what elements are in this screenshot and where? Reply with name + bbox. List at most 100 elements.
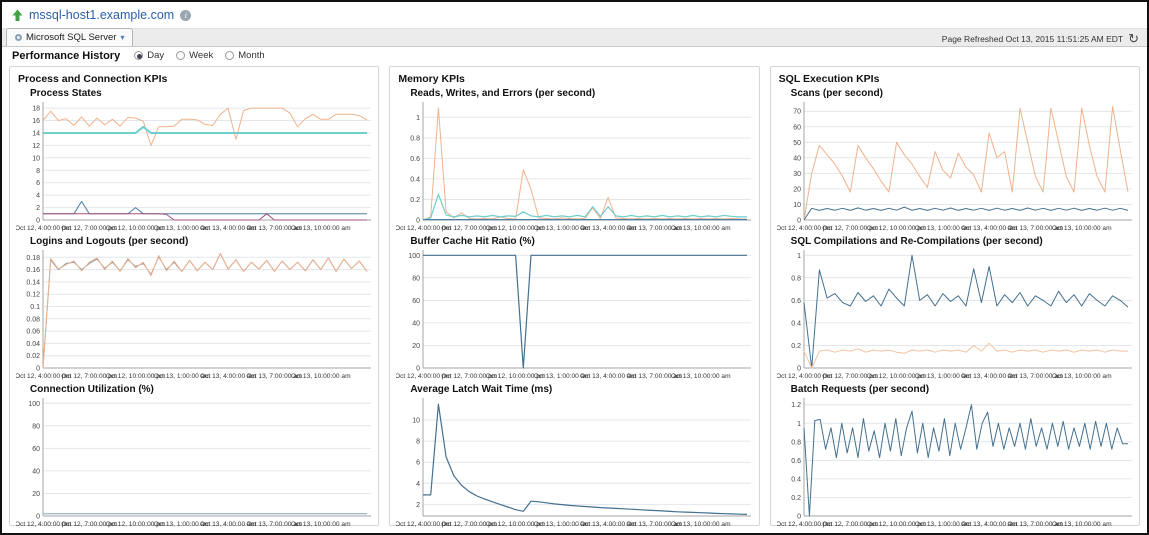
- chart-canvas[interactable]: 0 2 4 6 8 10 12 14 16 18 Oct 12, 4:00:00 pm Oct 12,…: [15, 100, 372, 233]
- svg-text:Oct 12, 4:00:00 pm: Oct 12, 4:00:00 pm: [16, 373, 72, 380]
- svg-text:Oct 12, 4:00:00 pm: Oct 12, 4:00:00 pm: [777, 521, 833, 528]
- chart-title: Reads, Writes, and Errors (per second): [410, 88, 596, 99]
- svg-text:2: 2: [416, 502, 420, 509]
- svg-text:Oct 13, 4:00:00 am: Oct 13, 4:00:00 am: [961, 225, 1018, 232]
- chart-logins-logouts: Logins and Logouts (per second) 0 0.02 0.0…: [15, 236, 372, 381]
- radio-day-label: Day: [147, 50, 165, 61]
- svg-text:Oct 13, 4:00:00 am: Oct 13, 4:00:00 am: [200, 521, 257, 528]
- svg-text:Oct 13, 1:00:00 am: Oct 13, 1:00:00 am: [154, 521, 211, 528]
- svg-text:0: 0: [797, 218, 801, 225]
- chart-title: Scans (per second): [790, 88, 883, 99]
- svg-text:Oct 13, 7:00:00 am: Oct 13, 7:00:00 am: [1007, 373, 1064, 380]
- chart-canvas[interactable]: 0 10 20 30 40 50 60 70 Oct 12, 4:00:00 pm Oct 12,…: [776, 100, 1133, 233]
- charts-area: Process and Connection KPIs Process Stat…: [2, 64, 1147, 529]
- svg-text:1: 1: [797, 421, 801, 428]
- svg-text:0: 0: [416, 366, 420, 373]
- svg-text:4: 4: [36, 193, 40, 200]
- svg-text:1: 1: [797, 253, 801, 260]
- svg-text:10: 10: [32, 155, 40, 162]
- svg-text:Oct 12, 4:00:00 pm: Oct 12, 4:00:00 pm: [16, 521, 72, 528]
- svg-text:50: 50: [793, 140, 801, 147]
- svg-text:1.2: 1.2: [791, 402, 801, 409]
- svg-text:Oct 12, 10:00:00 pm: Oct 12, 10:00:00 pm: [866, 373, 926, 380]
- chart-canvas[interactable]: 0 0.2 0.4 0.6 0.8 1 1.2 Oct 12, 4:00:00 pm Oct 1…: [776, 396, 1133, 529]
- svg-text:Oct 13, 1:00:00 am: Oct 13, 1:00:00 am: [534, 373, 591, 380]
- svg-text:12: 12: [32, 143, 40, 150]
- info-icon[interactable]: i: [180, 9, 192, 21]
- svg-text:0.18: 0.18: [26, 255, 40, 262]
- svg-text:Oct 13, 4:00:00 am: Oct 13, 4:00:00 am: [961, 521, 1018, 528]
- svg-text:Oct 12, 4:00:00 pm: Oct 12, 4:00:00 pm: [777, 373, 833, 380]
- svg-text:Oct 13, 10:00:00 am: Oct 13, 10:00:00 am: [671, 225, 731, 232]
- radio-month[interactable]: Month: [225, 50, 265, 61]
- svg-text:Oct 12, 7:00:00 pm: Oct 12, 7:00:00 pm: [61, 225, 118, 232]
- host-up-status-icon: [12, 9, 23, 22]
- svg-text:Oct 12, 10:00:00 pm: Oct 12, 10:00:00 pm: [486, 373, 546, 380]
- svg-text:Oct 13, 7:00:00 am: Oct 13, 7:00:00 am: [627, 521, 684, 528]
- svg-text:0.6: 0.6: [791, 458, 801, 465]
- radio-week[interactable]: Week: [176, 50, 213, 61]
- svg-text:Oct 13, 10:00:00 am: Oct 13, 10:00:00 am: [671, 373, 731, 380]
- chart-canvas[interactable]: 2 4 6 8 10 Oct 12, 4:00:00 pm Oct 12, 7:00:00 …: [395, 396, 752, 529]
- svg-text:Oct 12, 4:00:00 pm: Oct 12, 4:00:00 pm: [396, 373, 452, 380]
- hostname-link[interactable]: mssql-host1.example.com: [29, 8, 175, 22]
- svg-text:14: 14: [32, 131, 40, 138]
- chart-title: Process States: [30, 88, 102, 99]
- svg-text:20: 20: [413, 343, 421, 350]
- chart-reads-writes-errors: Reads, Writes, and Errors (per second) 0…: [395, 88, 752, 233]
- svg-text:Oct 13, 7:00:00 am: Oct 13, 7:00:00 am: [627, 373, 684, 380]
- svg-text:Oct 12, 4:00:00 pm: Oct 12, 4:00:00 pm: [16, 225, 72, 232]
- svg-text:40: 40: [413, 320, 421, 327]
- svg-text:0.16: 0.16: [26, 267, 40, 274]
- chart-canvas[interactable]: 0 20 40 60 80 100 Oct 12, 4:00:00 pm Oct 12, 7:…: [395, 248, 752, 381]
- svg-text:Oct 13, 4:00:00 am: Oct 13, 4:00:00 am: [580, 373, 637, 380]
- tab-microsoft-sql-server[interactable]: Microsoft SQL Server ▾: [6, 28, 134, 46]
- svg-text:4: 4: [416, 481, 420, 488]
- svg-text:0: 0: [36, 514, 40, 521]
- tab-label: Microsoft SQL Server: [26, 32, 117, 43]
- svg-text:Oct 13, 10:00:00 am: Oct 13, 10:00:00 am: [291, 225, 351, 232]
- radio-day-icon: [134, 51, 144, 60]
- svg-text:0.14: 0.14: [26, 279, 40, 286]
- chart-canvas[interactable]: 0 0.2 0.4 0.6 0.8 1 Oct 12, 4:00:00 pm Oct 12, …: [395, 100, 752, 233]
- svg-text:Oct 12, 7:00:00 pm: Oct 12, 7:00:00 pm: [61, 373, 118, 380]
- radio-day[interactable]: Day: [134, 50, 164, 61]
- svg-text:Oct 12, 7:00:00 pm: Oct 12, 7:00:00 pm: [822, 225, 879, 232]
- svg-text:0: 0: [416, 218, 420, 225]
- svg-text:Oct 12, 7:00:00 pm: Oct 12, 7:00:00 pm: [442, 373, 499, 380]
- svg-text:0.1: 0.1: [30, 304, 40, 311]
- svg-text:Oct 12, 10:00:00 pm: Oct 12, 10:00:00 pm: [106, 225, 166, 232]
- svg-text:0.4: 0.4: [791, 320, 801, 327]
- radio-week-icon: [176, 51, 186, 60]
- svg-text:Oct 13, 10:00:00 am: Oct 13, 10:00:00 am: [291, 521, 351, 528]
- chart-title: Logins and Logouts (per second): [30, 236, 189, 247]
- radio-month-icon: [225, 51, 235, 60]
- chart-canvas[interactable]: 0 0.02 0.04 0.06 0.08 0.1 0.12 0.14 0.16 0.18 Oct …: [15, 248, 372, 381]
- chart-canvas[interactable]: 0 20 40 60 80 100 Oct 12, 4:00:00 pm Oct 12, 7:…: [15, 396, 372, 529]
- svg-text:80: 80: [413, 275, 421, 282]
- svg-text:Oct 13, 7:00:00 am: Oct 13, 7:00:00 am: [1007, 521, 1064, 528]
- svg-text:Oct 12, 7:00:00 pm: Oct 12, 7:00:00 pm: [442, 225, 499, 232]
- svg-text:Oct 13, 4:00:00 am: Oct 13, 4:00:00 am: [200, 373, 257, 380]
- svg-text:Oct 12, 10:00:00 pm: Oct 12, 10:00:00 pm: [486, 225, 546, 232]
- svg-text:100: 100: [409, 253, 421, 260]
- panel-header: Process and Connection KPIs: [18, 73, 168, 85]
- chart-process-states: Process States 0 2 4 6 8 10 12 14 16 18 Oct 12, 4:…: [15, 88, 372, 233]
- chart-title: Buffer Cache Hit Ratio (%): [410, 236, 535, 247]
- svg-text:100: 100: [28, 401, 40, 408]
- svg-text:0: 0: [797, 514, 801, 521]
- svg-text:Oct 13, 1:00:00 am: Oct 13, 1:00:00 am: [534, 521, 591, 528]
- chart-canvas[interactable]: 0 0.2 0.4 0.6 0.8 1 Oct 12, 4:00:00 pm Oct 12, …: [776, 248, 1133, 381]
- svg-text:Oct 13, 1:00:00 am: Oct 13, 1:00:00 am: [914, 521, 971, 528]
- svg-text:Oct 13, 7:00:00 am: Oct 13, 7:00:00 am: [1007, 225, 1064, 232]
- chart-connection-utilization: Connection Utilization (%) 0 20 40 60 80 100 O…: [15, 384, 372, 529]
- svg-text:16: 16: [32, 118, 40, 125]
- svg-text:0.06: 0.06: [26, 329, 40, 336]
- page-title: Performance History: [12, 49, 121, 62]
- svg-text:0.6: 0.6: [411, 156, 421, 163]
- refresh-icon[interactable]: ↻: [1128, 31, 1139, 46]
- svg-text:30: 30: [793, 171, 801, 178]
- chart-title: Connection Utilization (%): [30, 384, 154, 395]
- svg-text:20: 20: [793, 186, 801, 193]
